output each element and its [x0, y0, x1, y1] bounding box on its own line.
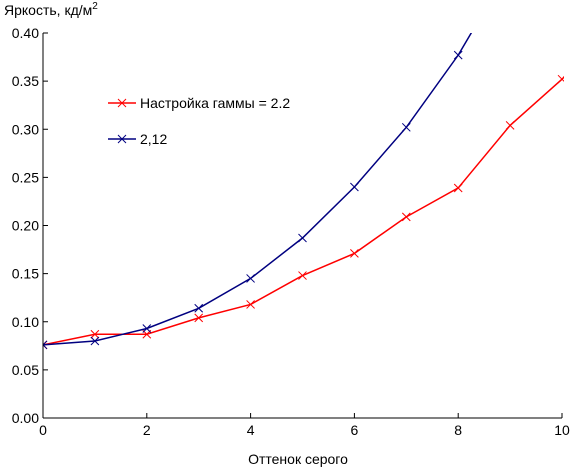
x-tick-label: 0 — [39, 422, 47, 438]
legend-label: 2,12 — [140, 131, 167, 147]
axes-layer — [42, 33, 562, 419]
data-point — [194, 303, 204, 313]
data-point — [401, 122, 411, 132]
y-axis-label-superscript: 2 — [92, 1, 98, 12]
series-1 — [43, 33, 473, 350]
data-point — [401, 212, 411, 222]
legend-marker — [117, 98, 127, 108]
y-tick-label: 0.00 — [12, 410, 39, 426]
y-tick-label: 0.40 — [12, 25, 39, 41]
y-tick-label: 0.05 — [12, 362, 39, 378]
legend-label: Настройка гаммы = 2.2 — [140, 95, 290, 111]
y-tick-label: 0.15 — [12, 266, 39, 282]
y-axis-title: Яркость, кд/м2 — [4, 1, 98, 18]
legend-item: Настройка гаммы = 2.2 — [108, 95, 290, 111]
data-point — [350, 182, 359, 192]
data-point — [142, 324, 152, 333]
legend-marker — [117, 134, 127, 144]
data-point — [43, 340, 48, 350]
x-axis-title: Оттенок серого — [248, 451, 348, 467]
x-tick-label: 10 — [554, 422, 570, 438]
data-point — [453, 50, 463, 60]
data-point — [505, 121, 515, 130]
x-tick-label: 6 — [351, 422, 359, 438]
series-layer — [43, 33, 564, 350]
data-point — [557, 74, 564, 84]
legend-item: 2,12 — [108, 131, 167, 147]
x-tick-label: 4 — [247, 422, 255, 438]
data-point — [453, 183, 463, 193]
y-tick-label: 0.35 — [12, 73, 39, 89]
ticks-layer: 0 2 4 6 8 10 0.00 0.05 0.10 0.15 0.20 0.25 0.30 0.35 0… — [12, 25, 570, 438]
y-tick-label: 0.10 — [12, 314, 39, 330]
legend: Настройка гаммы = 2.2 2,12 — [108, 95, 290, 147]
y-tick-label: 0.30 — [12, 121, 39, 137]
data-point — [298, 233, 307, 243]
x-tick-label: 8 — [454, 422, 462, 438]
data-point — [246, 300, 255, 309]
y-axis-label: Яркость, кд/м — [4, 2, 92, 18]
data-point — [90, 329, 100, 339]
data-point — [90, 336, 100, 346]
data-point — [298, 271, 307, 280]
data-point — [246, 274, 255, 283]
data-point — [194, 313, 204, 323]
x-tick-label: 2 — [143, 422, 151, 438]
series-0 — [43, 74, 564, 350]
y-tick-label: 0.25 — [12, 169, 39, 185]
data-point — [350, 249, 359, 258]
y-tick-label: 0.20 — [12, 218, 39, 234]
series-line — [43, 75, 564, 346]
series-line — [43, 33, 473, 346]
